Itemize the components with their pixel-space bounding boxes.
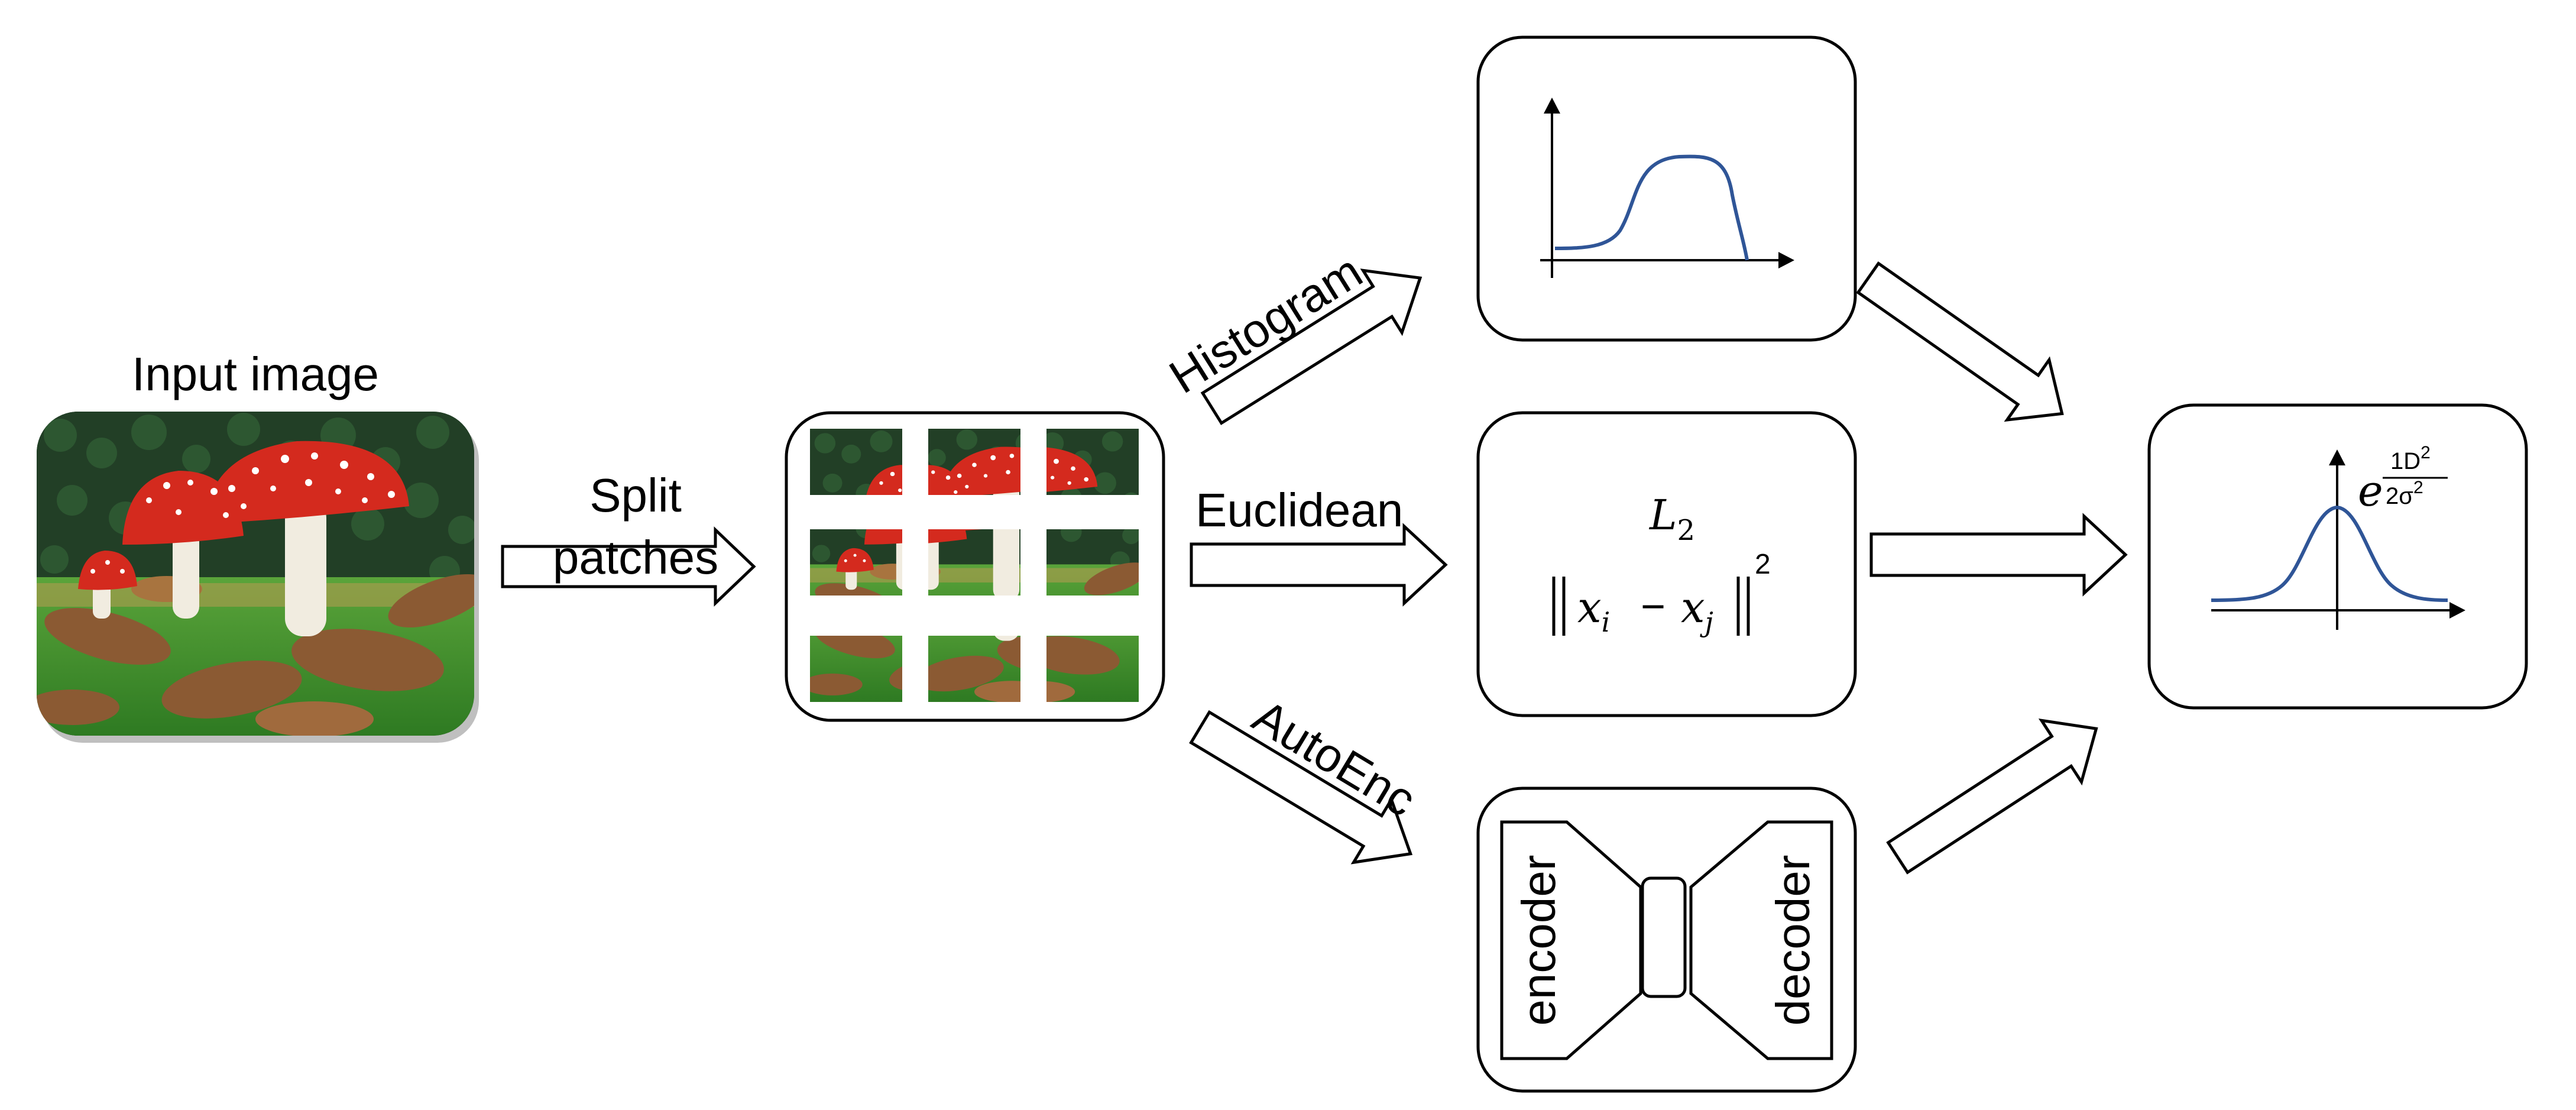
histogram-arrow <box>1200 268 1423 425</box>
patches-box <box>785 411 1165 722</box>
svg-text:xj: xj <box>1681 582 1713 638</box>
decoder-shape <box>1689 820 1833 1060</box>
encoder-shape <box>1500 820 1642 1060</box>
svg-text:1D2: 1D2 <box>2390 443 2431 474</box>
decoder-label: decoder <box>1767 855 1819 1025</box>
svg-text:xi: xi <box>1577 582 1610 638</box>
l2-symbol: L2 <box>1648 491 1695 547</box>
svg-text:2σ2: 2σ2 <box>2386 478 2423 509</box>
euclidean-label: Euclidean <box>1195 484 1403 536</box>
autoenc-to-output-arrow <box>1886 718 2098 875</box>
autoencoder-box: encoder decoder <box>1476 787 1857 1093</box>
split-label-line2: patches <box>553 531 718 584</box>
latent-bottleneck <box>1641 876 1687 998</box>
svg-text:e: e <box>2358 466 2383 516</box>
split-arrow <box>501 526 756 607</box>
split-label-line1: Split <box>589 469 682 522</box>
encoder-label: encoder <box>1512 855 1565 1025</box>
autoenc-arrow <box>1189 710 1413 865</box>
euclidean-to-output-arrow <box>1869 513 2128 597</box>
output-gaussian-box: e 1D2 2σ2 <box>2147 403 2528 710</box>
gaussian-curve <box>2211 505 2448 602</box>
svg-text:−: − <box>1641 583 1666 630</box>
euclidean-box: L2 xi − xj 2 <box>1476 411 1857 717</box>
histogram-box <box>1476 35 1857 342</box>
euclidean-arrow <box>1190 523 1448 607</box>
l2-norm-formula: xi − xj 2 <box>1552 549 1771 638</box>
histogram-curve <box>1554 154 1749 261</box>
input-image-caption: Input image <box>132 348 379 400</box>
input-mushroom-image <box>37 412 479 743</box>
histogram-to-output-arrow <box>1856 261 2064 422</box>
gaussian-formula: e 1D2 2σ2 <box>2358 443 2448 516</box>
svg-text:2: 2 <box>1755 549 1771 580</box>
